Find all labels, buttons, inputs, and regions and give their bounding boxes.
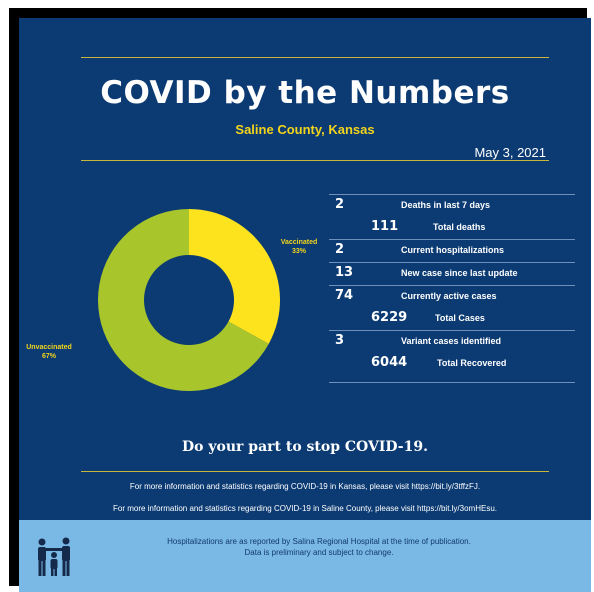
stat-value: 13	[335, 265, 354, 280]
stat-label: Deaths in last 7 days	[401, 200, 491, 210]
stat-label: New case since last update	[401, 268, 518, 278]
top-divider	[81, 57, 549, 58]
stats-panel: 2 Deaths in last 7 days 111 Total deaths…	[329, 194, 575, 375]
stat-total-deaths: 111 Total deaths	[329, 217, 575, 239]
stat-label: Currently active cases	[401, 291, 497, 301]
kansas-info-text: For more information and statistics rega…	[129, 482, 481, 491]
poster-frame: COVID by the Numbers Saline County, Kans…	[9, 8, 591, 592]
donut-slice-unvaccinated	[98, 209, 269, 391]
stats-bottom-divider	[329, 382, 575, 383]
stat-label: Total deaths	[433, 222, 486, 232]
footer-line-2: Data is preliminary and subject to chang…	[244, 548, 394, 557]
stat-new-cases: 13 New case since last update	[329, 262, 575, 285]
stat-value: 2	[335, 197, 345, 212]
stat-deaths-7-days: 2 Deaths in last 7 days	[329, 194, 575, 217]
footer-line-1: Hospitalizations are as reported by Sali…	[167, 537, 471, 546]
stat-value: 3	[335, 333, 345, 348]
vaccinated-label: Vaccinated	[281, 239, 318, 246]
stat-value: 6229	[371, 310, 408, 325]
page-subtitle: Saline County, Kansas	[235, 122, 375, 137]
footer-note: Hospitalizations are as reported by Sali…	[119, 536, 519, 558]
stat-active-cases: 74 Currently active cases	[329, 285, 575, 308]
stat-label: Total Recovered	[437, 358, 507, 368]
call-to-action: Do your part to stop COVID-19.	[182, 439, 428, 455]
unvaccinated-percent: 67%	[42, 353, 57, 360]
stat-hospitalizations: 2 Current hospitalizations	[329, 239, 575, 262]
saline-info-text: For more information and statistics rega…	[112, 504, 497, 513]
stat-variant-cases: 3 Variant cases identified	[329, 330, 575, 353]
footer-band: Hospitalizations are as reported by Sali…	[19, 520, 591, 592]
family-icon	[38, 537, 70, 576]
stat-value: 2	[335, 242, 345, 257]
stat-label: Current hospitalizations	[401, 245, 505, 255]
report-date: May 3, 2021	[474, 145, 546, 160]
stat-value: 6044	[371, 355, 408, 370]
cta-divider	[81, 471, 549, 472]
stat-total-recovered: 6044 Total Recovered	[329, 353, 575, 375]
vaccinated-percent: 33%	[292, 248, 307, 255]
vaccination-donut-chart: Vaccinated 33% Unvaccinated 67%	[26, 209, 318, 391]
infographic-card: COVID by the Numbers Saline County, Kans…	[19, 18, 591, 592]
stat-value: 111	[371, 219, 399, 234]
stat-label: Total Cases	[435, 313, 485, 323]
donut-slice-vaccinated	[189, 209, 281, 344]
stat-total-cases: 6229 Total Cases	[329, 308, 575, 330]
unvaccinated-label: Unvaccinated	[26, 344, 72, 351]
stat-label: Variant cases identified	[401, 336, 502, 346]
donut-slices	[98, 209, 281, 391]
header-divider	[81, 160, 549, 161]
page-title: COVID by the Numbers	[100, 75, 510, 111]
stat-value: 74	[335, 288, 354, 303]
